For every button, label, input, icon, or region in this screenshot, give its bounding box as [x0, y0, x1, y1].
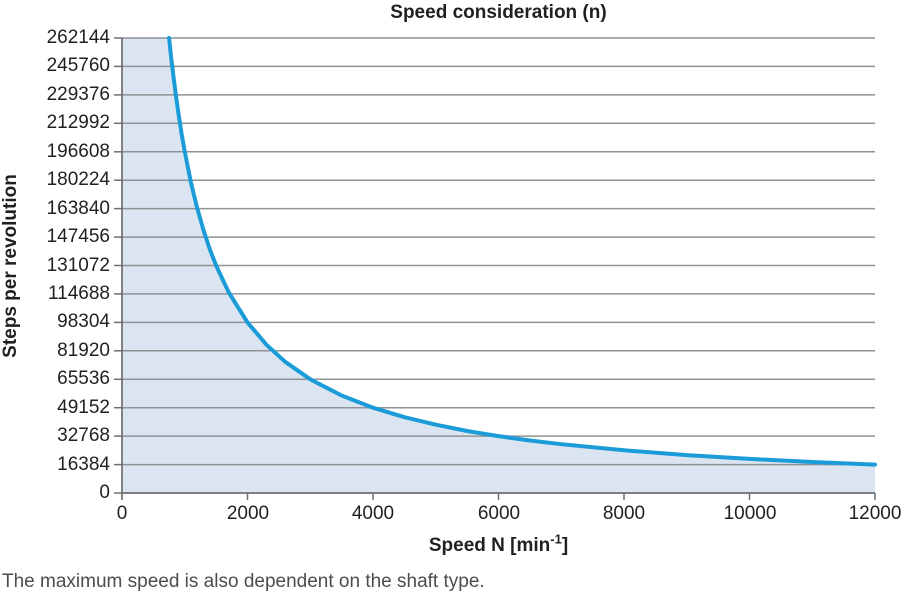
y-tick-label: 147456: [46, 226, 110, 247]
y-tick-label: 49152: [57, 397, 110, 418]
chart-title: Speed consideration (n): [390, 2, 607, 23]
y-tick-label: 65536: [57, 368, 110, 389]
y-tick-label: 180224: [46, 169, 110, 190]
y-tick-label: 16384: [57, 454, 110, 475]
y-tick-label: 163840: [46, 198, 110, 219]
y-tick-label: 32768: [57, 425, 110, 446]
y-tick-label: 212992: [46, 112, 110, 133]
x-tick-label: 4000: [351, 503, 395, 524]
x-tick-label: 10000: [723, 503, 777, 524]
y-tick-label: 131072: [46, 255, 110, 276]
y-tick-label: 98304: [57, 311, 110, 332]
x-axis-title-bracket: ]: [561, 535, 569, 556]
y-tick-label: 81920: [57, 340, 110, 361]
plot-area: [114, 36, 877, 500]
x-axis-title-superscript: -1: [550, 531, 562, 547]
speed-curve: [167, 36, 877, 467]
x-axis-title-text: Speed N [min: [428, 535, 551, 556]
y-tick-label: 229376: [46, 84, 110, 105]
area-fill: [122, 38, 875, 493]
y-tick-label: 245760: [46, 55, 110, 76]
x-tick-label: 12000: [848, 503, 902, 524]
x-axis-title: Speed N [min-1]: [122, 531, 875, 557]
y-tick-label: 0: [99, 482, 110, 503]
x-tick-label: 2000: [226, 503, 270, 524]
y-tick-label: 114688: [48, 283, 110, 304]
y-tick-label: 262144: [46, 27, 110, 48]
y-tick-label: 196608: [46, 141, 110, 162]
figure-caption: The maximum speed is also dependent on t…: [2, 571, 485, 592]
x-tick-label: 6000: [477, 503, 521, 524]
x-tick-label: 8000: [602, 503, 646, 524]
x-tick-label: 0: [116, 503, 128, 524]
